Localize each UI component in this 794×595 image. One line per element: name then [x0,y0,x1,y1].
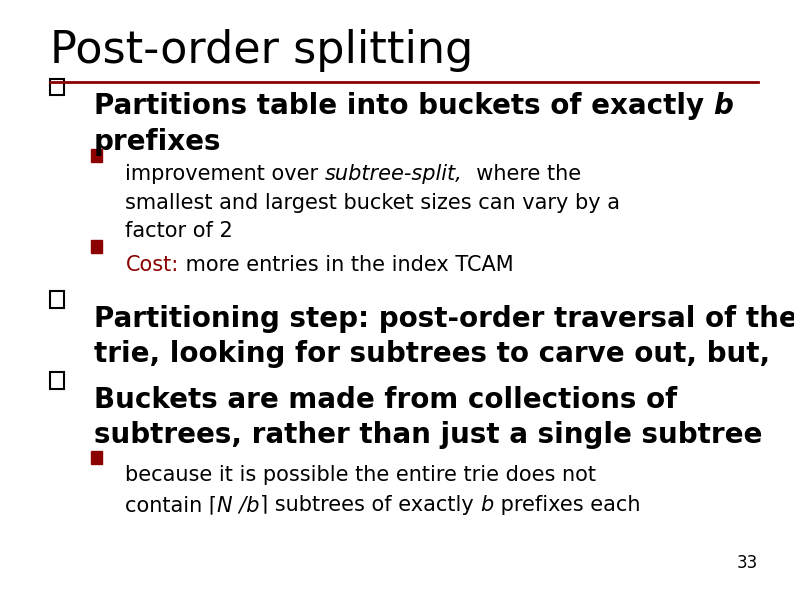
Bar [91,149,102,162]
Text: factor of 2: factor of 2 [125,221,233,242]
Bar [50,79,64,95]
Text: 33: 33 [737,555,758,572]
Text: improvement over: improvement over [125,164,326,184]
Text: Post-order splitting: Post-order splitting [50,29,473,71]
Text: Cost:: Cost: [125,255,179,275]
Text: b: b [480,495,494,515]
Text: Buckets are made from collections of: Buckets are made from collections of [94,386,677,414]
Text: contain ⌈: contain ⌈ [125,495,218,515]
Bar [50,291,64,308]
Bar [91,240,102,253]
Text: trie, looking for subtrees to carve out, but,: trie, looking for subtrees to carve out,… [94,340,770,368]
Text: because it is possible the entire trie does not: because it is possible the entire trie d… [125,465,596,486]
Text: where the: where the [463,164,581,184]
Bar [91,451,102,464]
Bar [50,372,64,389]
Text: subtree-split,: subtree-split, [326,164,463,184]
Text: prefixes each: prefixes each [494,495,640,515]
Text: N /b: N /b [218,495,260,515]
Text: Partitioning step: post-order traversal of the: Partitioning step: post-order traversal … [94,305,794,333]
Text: more entries in the index TCAM: more entries in the index TCAM [179,255,514,275]
Text: ⌉ subtrees of exactly: ⌉ subtrees of exactly [260,495,480,515]
Text: prefixes: prefixes [94,128,222,156]
Text: subtrees, rather than just a single subtree: subtrees, rather than just a single subt… [94,421,762,449]
Text: smallest and largest bucket sizes can vary by a: smallest and largest bucket sizes can va… [125,193,620,214]
Text: b: b [714,92,734,120]
Text: Partitions table into buckets of exactly: Partitions table into buckets of exactly [94,92,714,120]
